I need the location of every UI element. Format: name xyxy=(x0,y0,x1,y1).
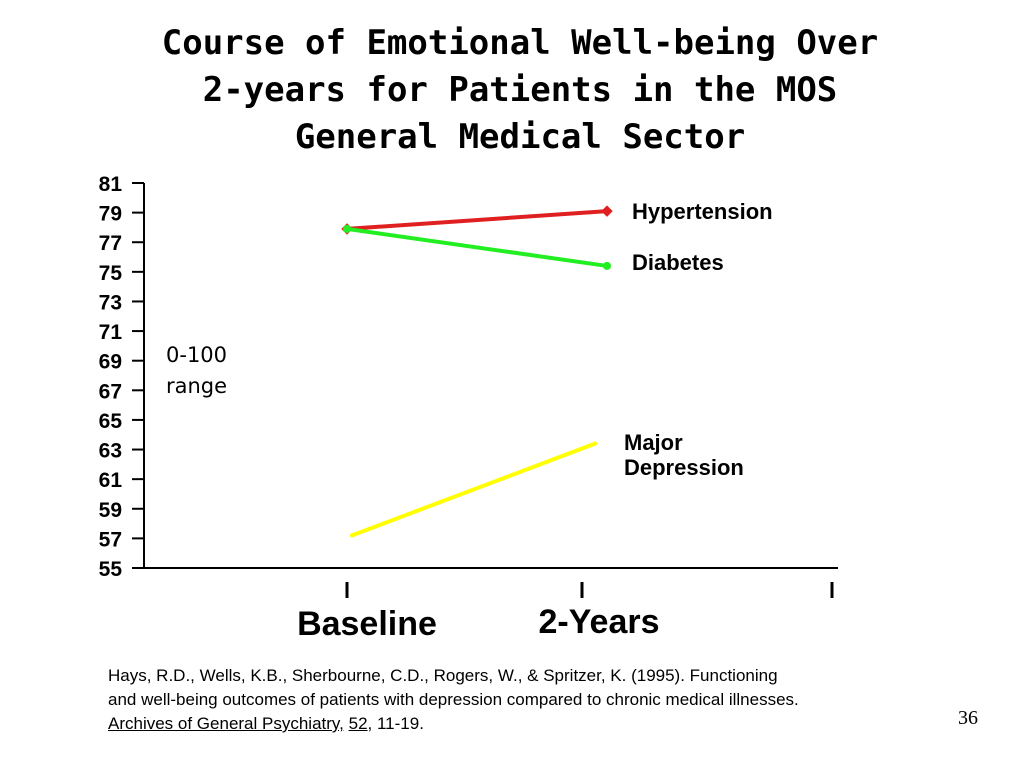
citation-journal-link[interactable]: Archives of General Psychiatry, xyxy=(108,714,344,733)
series-label-major-depression-line-2: Depression xyxy=(624,455,744,480)
range-note-line-1: 0-100 xyxy=(166,343,228,367)
y-tick-label-55: 55 xyxy=(99,558,123,581)
y-tick-label-71: 71 xyxy=(99,321,123,344)
y-tick-label-81: 81 xyxy=(99,173,123,196)
series-label-diabetes: Diabetes xyxy=(632,250,724,275)
range-note: 0-100 range xyxy=(166,340,227,402)
page-number: 36 xyxy=(958,707,978,729)
series-line-major-depression xyxy=(350,441,597,538)
y-tick-label-75: 75 xyxy=(99,262,123,285)
citation-volume-link[interactable]: 52 xyxy=(348,714,368,733)
point-hypertension-2 xyxy=(601,205,613,217)
y-tick-label-67: 67 xyxy=(99,380,122,403)
chart-title: Course of Emotional Well-being Over 2-ye… xyxy=(110,20,930,161)
y-tick-label-73: 73 xyxy=(99,291,122,314)
y-tick-label-63: 63 xyxy=(99,440,122,463)
citation-line-2: and well-being outcomes of patients with… xyxy=(108,690,799,709)
y-tick-label-77: 77 xyxy=(99,232,122,255)
y-tick-label-79: 79 xyxy=(99,203,122,226)
title-line-2: 2-years for Patients in the MOS xyxy=(202,70,838,110)
point-major-depression-2 xyxy=(593,441,597,446)
x-category-label-2-years: 2-Years xyxy=(539,603,660,641)
series-label-hypertension: Hypertension xyxy=(632,199,773,224)
point-diabetes-2 xyxy=(603,261,611,270)
y-tick-label-61: 61 xyxy=(99,469,123,492)
citation-line-3: Archives of General Psychiatry, 52, 11-1… xyxy=(108,712,948,736)
series-label-major-depression-line-1: Major xyxy=(624,430,683,455)
x-category-label-baseline: Baseline xyxy=(297,605,437,643)
y-tick-label-69: 69 xyxy=(99,351,122,374)
y-tick-label-57: 57 xyxy=(99,528,122,551)
line-chart: 81 79 77 75 73 71 69 67 65 63 61 59 57 55 Baseline 2-Ye… xyxy=(99,173,838,643)
title-line-1: Course of Emotional Well-being Over xyxy=(161,23,879,63)
citation-pages: , 11-19. xyxy=(367,714,424,733)
citation-line-1: Hays, R.D., Wells, K.B., Sherbourne, C.D… xyxy=(108,666,778,685)
title-line-3: General Medical Sector xyxy=(294,117,746,157)
point-major-depression-1 xyxy=(350,533,354,538)
range-note-line-2: range xyxy=(166,374,228,398)
series-line-diabetes xyxy=(345,226,609,268)
y-tick-label-65: 65 xyxy=(99,410,123,433)
y-tick-label-59: 59 xyxy=(99,499,122,522)
series-line-hypertension xyxy=(345,209,609,231)
citation: Hays, R.D., Wells, K.B., Sherbourne, C.D… xyxy=(108,664,948,736)
point-diabetes-1 xyxy=(343,224,351,233)
